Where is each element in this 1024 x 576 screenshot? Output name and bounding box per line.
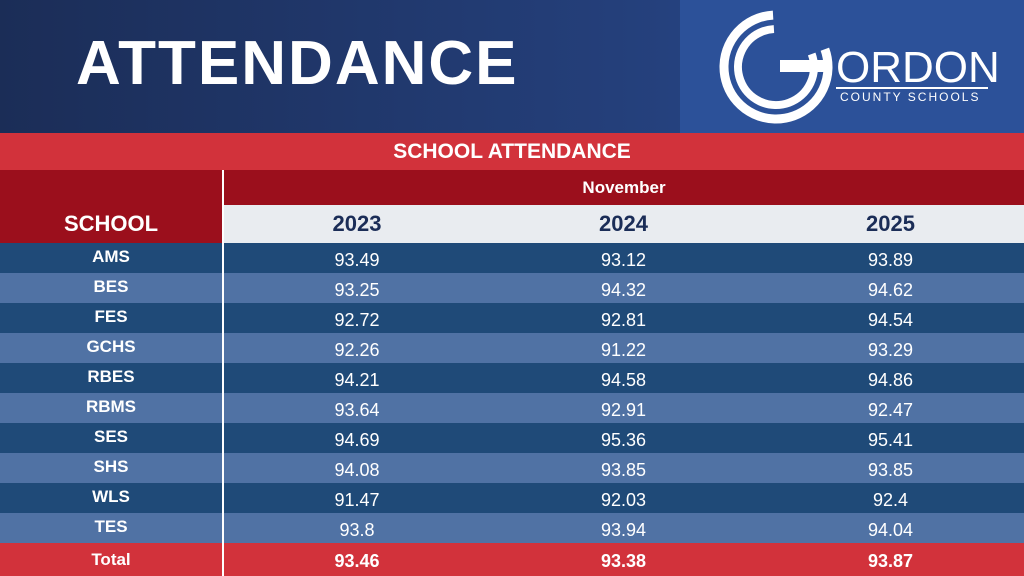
value-cell: 93.89 <box>757 243 1024 273</box>
value-cell: 94.62 <box>757 273 1024 303</box>
value-cell: 93.29 <box>757 333 1024 363</box>
value-cell: 94.32 <box>490 273 757 303</box>
total-value: 93.87 <box>757 543 1024 576</box>
value-cell: 94.86 <box>757 363 1024 393</box>
value-cell: 95.36 <box>490 423 757 453</box>
logo-g-bar <box>780 60 830 72</box>
value-cell: 94.54 <box>757 303 1024 333</box>
school-cell: RBES <box>0 363 222 393</box>
value-cell: 94.69 <box>224 423 490 453</box>
value-cell: 94.04 <box>757 513 1024 543</box>
value-cell: 93.25 <box>224 273 490 303</box>
value-cell: 92.81 <box>490 303 757 333</box>
school-cell: RBMS <box>0 393 222 423</box>
value-cell: 93.49 <box>224 243 490 273</box>
value-cell: 92.03 <box>490 483 757 513</box>
school-cell: AMS <box>0 243 222 273</box>
logo-graphic: ORDON COUNTY SCHOOLS <box>719 10 1000 124</box>
value-cell: 93.12 <box>490 243 757 273</box>
value-cell: 94.21 <box>224 363 490 393</box>
school-cell: WLS <box>0 483 222 513</box>
logo-ring <box>734 25 818 109</box>
school-header: SCHOOL <box>0 170 222 243</box>
value-cell: 93.8 <box>224 513 490 543</box>
value-cell: 92.91 <box>490 393 757 423</box>
total-value: 93.46 <box>224 543 490 576</box>
group-header: November <box>224 170 1024 205</box>
value-cell: 93.94 <box>490 513 757 543</box>
logo: ORDON COUNTY SCHOOLS <box>680 0 1024 133</box>
year-header: 2025 <box>757 205 1024 243</box>
value-cell: 91.22 <box>490 333 757 363</box>
value-cell: 93.85 <box>490 453 757 483</box>
value-cell: 94.58 <box>490 363 757 393</box>
total-label: Total <box>0 543 222 576</box>
logo-wordmark: ORDON <box>836 43 1000 92</box>
column-divider <box>222 543 224 576</box>
year-header: 2023 <box>224 205 490 243</box>
total-value: 93.38 <box>490 543 757 576</box>
page-title: ATTENDANCE <box>76 29 519 98</box>
value-cell: 95.41 <box>757 423 1024 453</box>
school-cell: TES <box>0 513 222 543</box>
logo-tagline: COUNTY SCHOOLS <box>840 90 980 104</box>
value-cell: 91.47 <box>224 483 490 513</box>
column-divider <box>222 170 224 543</box>
value-cell: 92.4 <box>757 483 1024 513</box>
header-band: ATTENDANCE ORDON COUNTY SCHOOLS <box>0 0 1024 133</box>
value-cell: 92.26 <box>224 333 490 363</box>
year-header: 2024 <box>490 205 757 243</box>
value-cell: 93.85 <box>757 453 1024 483</box>
school-cell: SES <box>0 423 222 453</box>
school-cell: BES <box>0 273 222 303</box>
value-cell: 92.47 <box>757 393 1024 423</box>
table-caption: SCHOOL ATTENDANCE <box>0 133 1024 170</box>
value-cell: 92.72 <box>224 303 490 333</box>
value-cell: 93.64 <box>224 393 490 423</box>
logo-ring <box>719 10 833 124</box>
school-cell: SHS <box>0 453 222 483</box>
school-cell: GCHS <box>0 333 222 363</box>
value-cell: 94.08 <box>224 453 490 483</box>
school-cell: FES <box>0 303 222 333</box>
